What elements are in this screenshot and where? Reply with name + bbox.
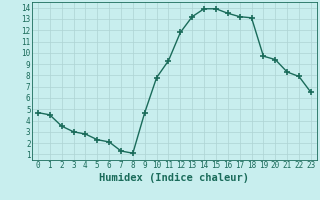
X-axis label: Humidex (Indice chaleur): Humidex (Indice chaleur)	[100, 173, 249, 183]
